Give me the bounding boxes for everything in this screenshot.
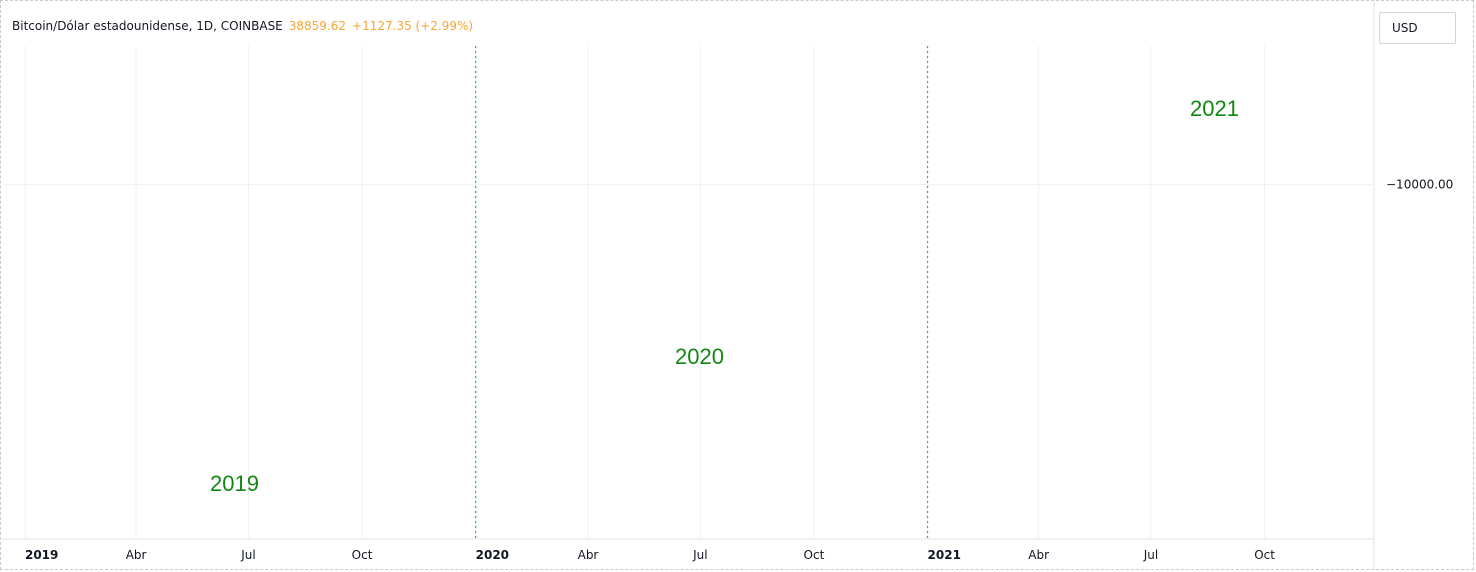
y-tick-label: −10000.00 [1386,178,1453,192]
last-price: 38859.62 [288,19,347,33]
annotation-2020: 2020 [675,344,724,369]
x-tick-label: Oct [352,548,373,562]
year-dividers [474,46,929,538]
x-tick-label: 2019 [25,548,58,562]
x-axis: 2019 Abr Jul Oct 2020 Abr Jul Oct 2021 Abr Jul Oct [25,548,1275,562]
x-tick-label: Jul [1143,548,1158,562]
symbol-header: Bitcoin/Dólar estadounidense, 1D, COINBA… [12,19,473,33]
x-tick-label: 2021 [928,548,961,562]
x-tick-label: Jul [240,548,255,562]
symbol-title: Bitcoin/Dólar estadounidense, 1D, COINBA… [12,19,283,33]
price-change: +1127.35 (+2.99%) [352,19,474,33]
x-tick-label: Oct [804,548,825,562]
x-tick-label: 2020 [476,548,509,562]
x-tick-label: Oct [1254,548,1275,562]
x-tick-label: Jul [692,548,707,562]
x-tick-label: Abr [1028,548,1049,562]
grid [0,0,1375,570]
x-tick-label: Abr [126,548,147,562]
annotation-2019: 2019 [210,471,259,496]
currency-button[interactable]: USD [1379,12,1456,44]
annotation-2021: 2021 [1190,96,1239,121]
y-axis: 60000.0030000.0020000.0010000.000.00−100… [1386,178,1453,192]
x-tick-label: Abr [578,548,599,562]
